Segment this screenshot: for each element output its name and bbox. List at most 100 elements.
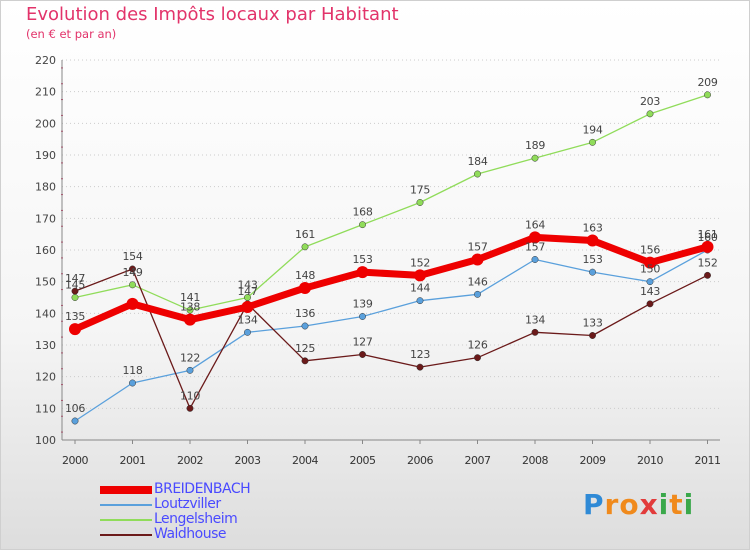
data-point [589,332,596,339]
legend-item: Loutzviller [100,496,300,512]
x-tick-label: 2003 [235,454,261,467]
data-point [704,271,711,279]
data-point [416,199,424,206]
y-tick-label: 180 [35,181,56,194]
data-point [301,322,309,330]
data-point [589,138,596,146]
data-point [186,306,194,314]
y-tick-label: 120 [35,371,56,384]
data-point [244,328,251,336]
data-label: 203 [640,95,660,108]
data-label: 127 [352,336,372,349]
series-loutzviller [71,246,711,425]
data-label: 194 [582,123,602,136]
data-point [184,313,196,326]
data-point [531,154,539,162]
y-tick-label: 140 [35,307,56,320]
data-label: 110 [180,389,200,402]
data-point [416,297,424,305]
data-point [646,300,654,308]
data-label: 138 [180,301,200,314]
data-label: 135 [65,310,85,323]
data-label: 126 [467,339,487,352]
x-tick-label: 2001 [120,454,146,467]
data-label: 163 [582,222,602,235]
data-point [589,268,596,276]
logo-letter: i [658,488,670,521]
data-label: 134 [525,313,545,326]
series-line [71,233,711,333]
proxiti-logo: Proxiti [583,488,694,521]
legend-swatch [100,503,152,506]
chart-title: Evolution des Impôts locaux par Habitant [26,4,399,25]
data-label: 147 [237,285,257,298]
data-point [356,266,369,279]
data-label: 145 [65,279,85,292]
data-point [359,221,366,229]
x-tick-label: 2002 [177,454,203,467]
data-point [531,256,539,263]
data-label: 152 [410,256,430,269]
data-point [529,231,541,244]
data-label: 153 [582,253,602,266]
data-point [586,234,599,247]
data-point [644,256,656,269]
data-point [186,366,194,374]
data-point [129,265,136,273]
data-label: 118 [122,364,142,377]
y-tick-label: 210 [35,86,56,99]
x-tick-label: 2006 [407,454,433,467]
data-label: 143 [640,285,660,298]
y-tick-label: 160 [35,244,56,257]
x-tick-label: 2009 [580,454,606,467]
data-label: 156 [640,244,660,257]
y-tick-label: 200 [35,117,56,130]
data-point [69,323,81,336]
data-point [129,281,136,289]
y-tick-label: 100 [35,434,56,447]
logo-letter: t [669,488,684,521]
x-tick-label: 2004 [292,454,318,467]
data-label: 149 [122,266,142,279]
data-point [301,243,309,251]
data-label: 144 [410,282,430,295]
data-label: 157 [525,241,545,254]
logo-letter: i [683,488,695,521]
data-label: 189 [525,139,545,152]
data-label: 134 [237,313,257,326]
data-label: 147 [65,272,85,285]
data-point [71,417,79,425]
series-waldhouse [71,265,711,412]
data-point [71,294,79,301]
x-tick-label: 2005 [350,454,376,467]
chart-legend: BREIDENBACH Loutzviller Lengelsheim Waldhou… [100,481,300,542]
data-label: 139 [352,298,372,311]
data-label: 143 [237,279,257,292]
logo-letter: P [583,488,605,521]
legend-item: Lengelsheim [100,511,300,527]
data-label: 106 [65,402,85,415]
data-point [414,269,426,282]
data-point [701,240,714,253]
chart-subtitle: (en € et par an) [26,27,117,41]
data-label: 146 [467,275,487,288]
x-tick-label: 2010 [637,454,663,467]
data-point [531,328,539,336]
data-point [416,363,424,371]
legend-item: BREIDENBACH [100,481,300,497]
data-point [474,290,481,298]
legend-label: Waldhouse [154,526,227,542]
data-label: 154 [122,250,142,263]
data-point [126,297,139,310]
y-tick-label: 170 [35,212,56,225]
data-point [704,91,711,99]
legend-label: Lengelsheim [154,511,238,527]
data-label: 184 [467,155,487,168]
data-point [301,357,309,365]
y-tick-label: 110 [35,402,56,415]
y-tick-label: 220 [35,54,56,67]
data-label: 153 [352,253,372,266]
x-tick-label: 2011 [695,454,721,467]
data-point [646,278,654,286]
data-point [359,351,366,358]
